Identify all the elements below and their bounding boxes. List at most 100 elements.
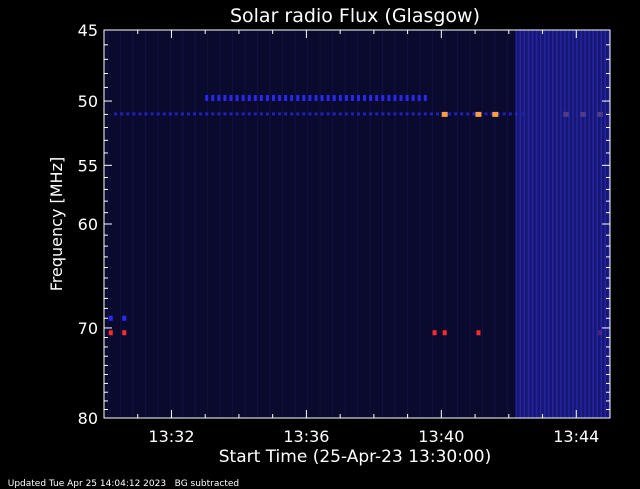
noise-streak (515, 30, 518, 418)
band-segment (217, 94, 221, 101)
background-streak (244, 30, 246, 418)
band-segment (387, 112, 391, 116)
band-segment (332, 112, 336, 116)
band-segment (223, 112, 227, 116)
noise-streak (547, 30, 550, 418)
burst-point (492, 111, 499, 117)
band-segment (472, 112, 476, 116)
background-streak (494, 30, 496, 418)
band-segment (253, 112, 257, 116)
band-segment (423, 112, 427, 116)
background-streak (207, 30, 209, 418)
band-segment (369, 112, 373, 116)
band-segment (126, 112, 130, 116)
band-segment (448, 112, 452, 116)
band-segment (199, 112, 203, 116)
band-segment (229, 94, 233, 101)
x-axis-label: Start Time (25-Apr-23 13:30:00) (219, 447, 491, 467)
noise-streak (592, 30, 594, 418)
band-segment (302, 94, 306, 101)
band-segment (156, 112, 160, 116)
band-segment (120, 112, 124, 116)
background-streak (294, 30, 296, 418)
band-segment (211, 94, 215, 101)
band-segment (271, 94, 275, 101)
noise-streak (535, 30, 538, 418)
band-segment (314, 112, 318, 116)
band-segment (344, 94, 348, 101)
band-segment (320, 94, 324, 101)
band-segment (393, 94, 397, 101)
background-streak (381, 30, 383, 418)
band-segment (460, 112, 464, 116)
band-segment (229, 112, 233, 116)
band-segment (217, 112, 221, 116)
band-segment (186, 112, 190, 116)
band-segment (144, 112, 148, 116)
x-tick-label: 13:40 (418, 427, 464, 446)
background-streak (182, 30, 184, 418)
band-segment (393, 112, 397, 116)
noise-streak (527, 30, 530, 418)
band-segment (235, 112, 239, 116)
y-tick-label: 45 (78, 21, 98, 40)
background-streak (444, 30, 446, 418)
x-tick-label: 13:36 (283, 427, 329, 446)
noise-streak (519, 30, 522, 418)
band-segment (423, 94, 427, 101)
burst-point (441, 111, 448, 117)
band-segment (314, 94, 318, 101)
band-segment (399, 94, 403, 101)
y-tick-label: 55 (78, 156, 98, 175)
burst-point (108, 315, 113, 321)
band-segment (235, 94, 239, 101)
updated-timestamp: Updated Tue Apr 25 14:04:12 2023 (7, 479, 167, 489)
background-streak (194, 30, 196, 418)
background-streak (481, 30, 483, 418)
background-streak (144, 30, 146, 418)
band-segment (193, 112, 197, 116)
noise-streak (551, 30, 554, 418)
plot-area (103, 29, 611, 419)
band-segment (466, 112, 470, 116)
noise-streak (600, 30, 603, 418)
background-streak (157, 30, 159, 418)
band-segment (308, 112, 312, 116)
heatmap-layer (107, 30, 611, 418)
band-segment (278, 94, 282, 101)
band-segment (296, 112, 300, 116)
x-tick-label: 13:44 (553, 427, 599, 446)
background-streak (232, 30, 234, 418)
bg-subtracted-note: BG subtracted (174, 479, 240, 489)
band-segment (411, 112, 415, 116)
band-segment (168, 112, 172, 116)
band-segment (284, 94, 288, 101)
band-segment (332, 94, 336, 101)
band-segment (302, 112, 306, 116)
background-streak (419, 30, 421, 418)
band-segment (338, 112, 342, 116)
burst-point (475, 111, 482, 117)
background-streak (506, 30, 508, 418)
band-segment (253, 94, 257, 101)
noise-streak (564, 30, 566, 418)
background-streak (219, 30, 221, 418)
band-segment (308, 94, 312, 101)
noise-streak (584, 30, 586, 418)
background-streak (394, 30, 396, 418)
noise-streak (588, 30, 590, 418)
band-segment (326, 94, 330, 101)
band-segment (180, 112, 184, 116)
band-segment (162, 112, 166, 116)
band-segment (174, 112, 178, 116)
band-segment (320, 112, 324, 116)
x-axis: 13:32 13:36 13:40 13:44 (103, 30, 611, 446)
noise-streak (580, 30, 582, 418)
background-streak (431, 30, 433, 418)
band-segment (357, 112, 360, 116)
band-segment (490, 112, 494, 116)
band-segment (417, 112, 421, 116)
broadband-noise-region (515, 30, 610, 418)
noise-streak (576, 30, 578, 418)
burst-point (432, 330, 437, 336)
